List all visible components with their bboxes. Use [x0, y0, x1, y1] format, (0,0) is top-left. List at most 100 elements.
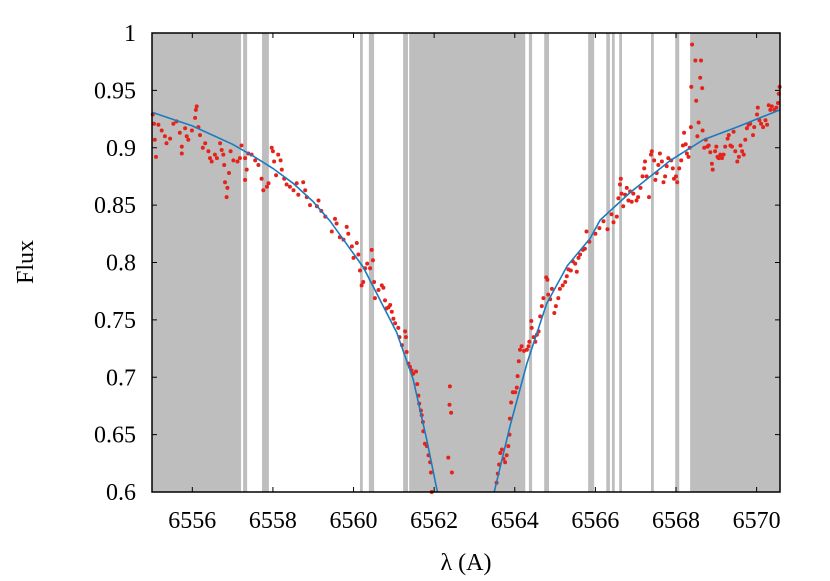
data-point — [446, 455, 451, 460]
masked-band — [675, 33, 680, 492]
data-point — [256, 163, 261, 167]
data-point — [514, 385, 519, 390]
data-point — [224, 195, 229, 200]
data-point — [346, 231, 351, 236]
masked-band — [152, 33, 242, 492]
y-tick-label: 0.95 — [94, 78, 136, 104]
data-point — [720, 156, 724, 161]
data-point — [359, 283, 364, 288]
data-point — [221, 152, 226, 157]
data-point — [509, 400, 514, 405]
data-point — [168, 136, 173, 141]
data-point — [716, 156, 721, 161]
data-point — [593, 231, 598, 236]
data-point — [222, 163, 227, 167]
data-point — [624, 185, 629, 190]
plot-frame — [151, 32, 781, 493]
data-point — [663, 174, 668, 179]
data-point — [316, 198, 321, 203]
data-point — [769, 104, 774, 109]
data-point — [506, 444, 511, 449]
data-point — [553, 304, 558, 309]
data-point — [652, 158, 657, 163]
data-point — [576, 255, 581, 260]
data-point — [616, 196, 621, 201]
data-point — [666, 156, 671, 161]
data-point — [270, 149, 275, 154]
data-point — [527, 339, 532, 344]
data-point — [214, 156, 219, 161]
data-point — [351, 255, 356, 260]
data-point — [159, 128, 164, 133]
data-point — [670, 166, 675, 171]
data-point — [507, 416, 512, 421]
data-point — [549, 286, 554, 291]
data-point — [518, 347, 522, 352]
data-point — [653, 177, 658, 182]
data-point — [243, 177, 248, 182]
data-point — [679, 158, 684, 163]
data-point — [642, 166, 647, 171]
y-tick-label: 0.7 — [106, 365, 136, 391]
data-point — [515, 374, 520, 379]
masked-band — [611, 33, 615, 492]
data-point — [768, 107, 773, 112]
x-tick-label: 6568 — [652, 508, 700, 534]
data-point — [519, 344, 524, 349]
data-point — [605, 227, 610, 232]
data-point — [694, 98, 699, 103]
y-tick-labels: 0.6 0.65 0.7 0.75 0.8 0.85 0.9 0.95 1 — [94, 21, 136, 506]
data-point — [449, 470, 454, 475]
data-point — [227, 171, 231, 175]
data-point — [208, 156, 212, 161]
data-point — [640, 174, 645, 179]
data-point — [609, 212, 614, 217]
x-tick-label: 6562 — [410, 508, 458, 534]
x-tick-labels: 6556 6558 6560 6562 6564 6566 6568 6570 — [168, 508, 780, 534]
data-point — [372, 280, 377, 284]
data-point — [700, 86, 705, 91]
data-point — [689, 84, 694, 89]
data-point — [391, 316, 396, 321]
data-point — [529, 319, 534, 323]
data-point — [171, 121, 176, 126]
data-point — [428, 470, 433, 475]
data-point — [706, 143, 711, 148]
data-point — [730, 144, 734, 149]
data-point — [723, 144, 728, 149]
data-point — [674, 174, 678, 179]
masked-band — [544, 33, 550, 492]
data-point — [560, 283, 565, 288]
data-point — [303, 188, 308, 193]
data-point — [244, 167, 249, 172]
data-point — [376, 288, 381, 292]
data-point — [657, 151, 662, 156]
data-point — [638, 185, 643, 190]
data-point — [713, 149, 718, 154]
data-point — [370, 258, 375, 263]
data-point — [264, 184, 269, 189]
masked-band — [359, 33, 363, 492]
data-point — [631, 191, 636, 196]
data-point — [368, 266, 373, 271]
data-point — [735, 159, 740, 164]
data-point — [164, 141, 169, 146]
data-point — [200, 145, 205, 150]
masked-bands — [152, 33, 780, 492]
data-point — [365, 261, 370, 266]
data-point — [761, 125, 766, 130]
data-point — [690, 42, 695, 47]
data-point — [649, 152, 653, 157]
data-point — [751, 133, 755, 138]
data-point — [356, 252, 361, 257]
data-point — [389, 309, 394, 314]
x-tick-label: 6558 — [249, 508, 297, 534]
data-point — [274, 173, 279, 178]
data-point — [597, 226, 602, 231]
x-tick-label: 6560 — [330, 508, 378, 534]
data-point — [219, 148, 224, 152]
masked-band — [619, 33, 622, 492]
data-point — [661, 180, 666, 185]
data-point — [693, 58, 698, 63]
data-point — [498, 451, 503, 455]
